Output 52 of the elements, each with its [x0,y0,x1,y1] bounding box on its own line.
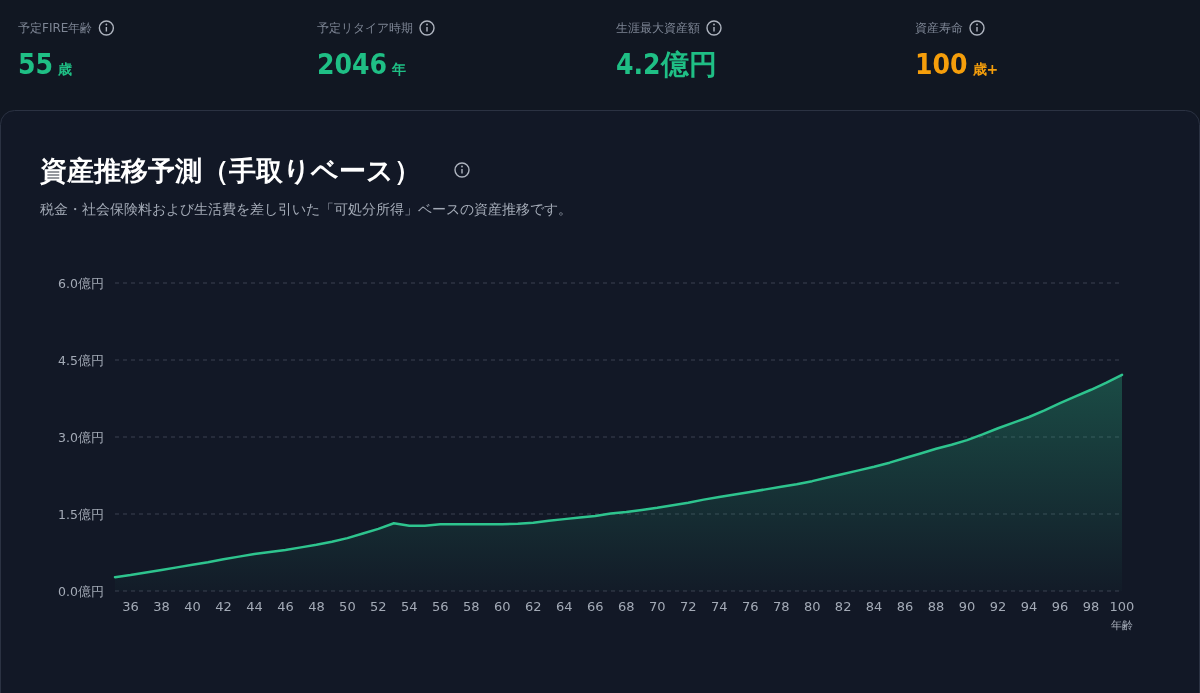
x-tick-label: 86 [896,599,914,614]
text: 歳+ [971,61,999,77]
y-tick-label: 4.5億円 [58,352,104,368]
x-tick-label: 64 [556,599,573,614]
text: 予定FIRE年齢 [18,21,93,35]
text: 歳 [57,61,73,77]
chart-subtitle: 税金・社会保険料および生活費を差し引いた「可処分所得」ベースの資産推移です。 [40,201,572,217]
x-tick-label: 100 [1109,599,1135,614]
x-tick-label: 84 [865,599,883,614]
text: 年 [391,61,407,77]
text: 2046 [317,48,388,81]
x-tick-label: 82 [834,599,852,614]
text: 生涯最大資産額 [616,21,700,35]
y-tick-label: 3.0億円 [58,429,104,445]
x-tick-label: 96 [1051,599,1069,614]
x-tick-label: 70 [648,599,666,614]
x-tick-label: 98 [1082,599,1100,614]
text: 55 [18,48,54,81]
x-tick-label: 50 [339,599,356,614]
x-tick-label: 94 [1020,599,1038,614]
x-tick-label: 68 [617,599,635,614]
y-tick-label: 6.0億円 [58,275,104,291]
x-tick-label: 92 [989,599,1007,614]
chart-title: 資産推移予測（手取りベース） [39,155,421,186]
x-tick-label: 88 [927,599,945,614]
text: 100 [915,48,968,81]
x-tick-label: 62 [525,599,542,614]
text: 4.2億円 [616,48,717,81]
x-tick-label: 72 [679,599,697,614]
x-tick-label: 76 [741,599,759,614]
x-tick-label: 66 [586,599,604,614]
text: 資産寿命 [915,21,963,35]
x-tick-label: 46 [277,599,294,614]
x-tick-label: 58 [463,599,480,614]
y-tick-label: 1.5億円 [58,506,104,522]
x-tick-label: 52 [370,599,387,614]
x-tick-label: 42 [215,599,232,614]
x-tick-label: 36 [122,599,139,614]
x-tick-label: 44 [246,599,263,614]
x-tick-label: 90 [958,599,976,614]
x-tick-label: 74 [710,599,728,614]
x-tick-label: 40 [184,599,201,614]
x-axis-title: 年齢 [1111,619,1133,632]
y-tick-label: 0.0億円 [58,583,104,599]
x-tick-label: 80 [803,599,821,614]
x-tick-label: 48 [308,599,325,614]
x-tick-label: 56 [432,599,449,614]
x-tick-label: 60 [494,599,511,614]
text: 予定リタイア時期 [317,21,413,35]
x-tick-label: 54 [401,599,418,614]
x-tick-label: 78 [772,599,790,614]
x-tick-label: 38 [153,599,170,614]
